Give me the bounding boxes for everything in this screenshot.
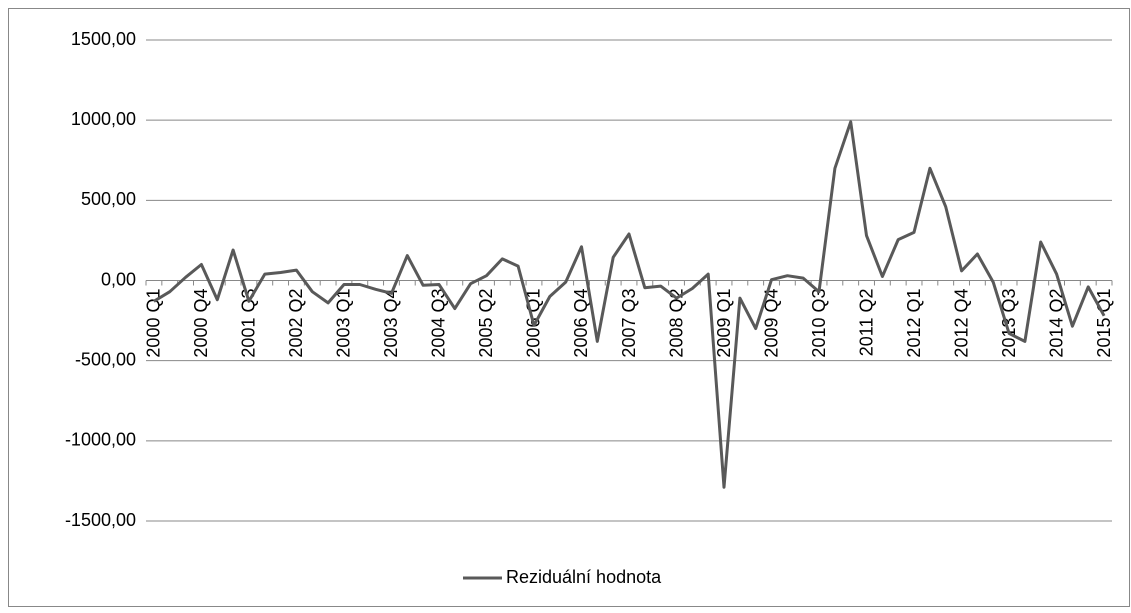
x-tick-label: 2006 Q4 bbox=[571, 289, 591, 358]
x-tick-label: 2000 Q1 bbox=[144, 289, 164, 358]
x-tick-label: 2010 Q3 bbox=[809, 289, 829, 358]
x-tick-label: 2007 Q3 bbox=[619, 289, 639, 358]
x-tick-label: 2008 Q2 bbox=[666, 289, 686, 358]
y-tick-label: 1000,00 bbox=[71, 109, 136, 129]
series-line bbox=[153, 120, 1106, 489]
x-tick-label: 2005 Q2 bbox=[476, 289, 496, 358]
x-tick-label: 2001 Q3 bbox=[239, 289, 259, 358]
x-tick-label: 2013 Q3 bbox=[999, 289, 1019, 358]
y-tick-label: -1500,00 bbox=[65, 510, 136, 530]
chart-border bbox=[8, 8, 1130, 607]
x-tick-label: 2012 Q1 bbox=[904, 289, 924, 358]
x-tick-label: 2004 Q3 bbox=[429, 289, 449, 358]
x-tick-label: 2003 Q4 bbox=[381, 289, 401, 358]
y-tick-label: -1000,00 bbox=[65, 430, 136, 450]
x-tick-label: 2000 Q4 bbox=[191, 289, 211, 358]
x-tick-label: 2012 Q4 bbox=[951, 289, 971, 358]
x-tick-label: 2003 Q1 bbox=[334, 289, 354, 358]
y-tick-label: -500,00 bbox=[75, 349, 136, 369]
x-tick-label: 2009 Q4 bbox=[761, 289, 781, 358]
x-tick-label: 2011 Q2 bbox=[856, 289, 876, 357]
legend-label: Reziduální hodnota bbox=[506, 567, 662, 587]
y-tick-label: 1500,00 bbox=[71, 29, 136, 49]
y-tick-label: 500,00 bbox=[81, 189, 136, 209]
x-tick-label: 2009 Q1 bbox=[714, 289, 734, 358]
x-tick-label: 2002 Q2 bbox=[286, 289, 306, 358]
x-tick-label: 2015 Q1 bbox=[1094, 289, 1114, 358]
y-tick-label: 0,00 bbox=[101, 269, 136, 289]
x-tick-label: 2014 Q2 bbox=[1046, 289, 1066, 358]
